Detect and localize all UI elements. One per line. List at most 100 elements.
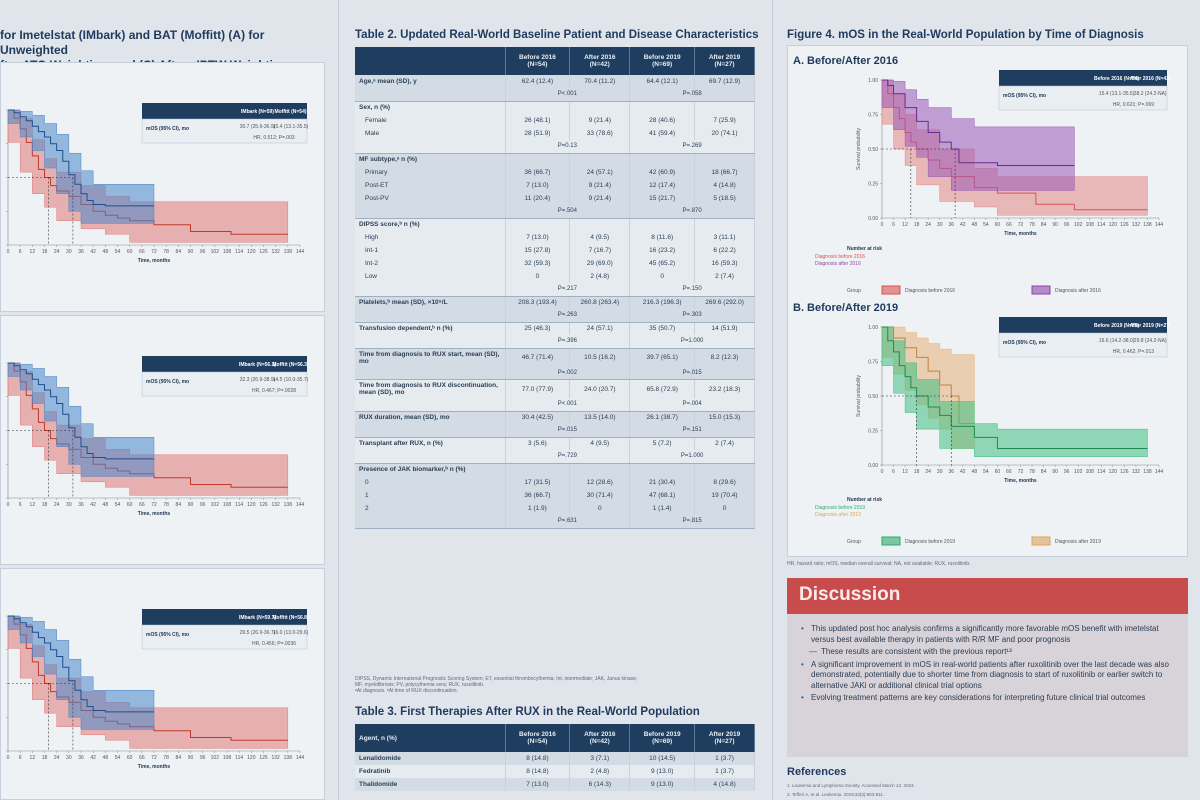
table2-cell: 11 (20.4) xyxy=(505,192,571,205)
inset-header-1: IMbark (N=56.3) xyxy=(239,362,276,368)
table2-pvalue-2016: P=.263 xyxy=(505,309,631,323)
survival-curve xyxy=(882,79,1075,167)
x-tick-label: 0 xyxy=(881,222,884,228)
table2-header-col2: After 2016 (N=42) xyxy=(569,47,631,75)
table2-cell: 4 (9.5) xyxy=(569,437,631,450)
x-tick-label: 96 xyxy=(200,502,206,508)
x-tick-label: 36 xyxy=(78,502,84,508)
table2-row-label: High xyxy=(355,231,506,244)
table2-cell xyxy=(569,463,631,476)
x-tick-label: 120 xyxy=(247,502,256,508)
x-tick-label: 42 xyxy=(90,502,96,508)
table2-row: Post-ET 7 (13.0) 9 (21.4) 12 (17.4) 4 (14.8) xyxy=(355,179,755,192)
table3-header-agent: Agent, n (%) xyxy=(355,724,506,752)
inset-body-bg xyxy=(998,85,1168,111)
x-tick-label: 66 xyxy=(139,502,145,508)
x-tick-label: 90 xyxy=(188,755,194,761)
table2-cell: 0 xyxy=(629,270,696,283)
table2-header-col3: Before 2019 (N=69) xyxy=(629,47,696,75)
x-tick-label: 108 xyxy=(223,502,232,508)
table2-pvalue-row: P<.001 P=.058 xyxy=(355,88,755,102)
x-tick-label: 72 xyxy=(151,249,157,255)
x-tick-label: 66 xyxy=(139,755,145,761)
x-tick-label: 24 xyxy=(54,755,60,761)
table3-cell: 1 (3.7) xyxy=(694,752,755,765)
inset-value-1: 16.6 (14.2-38.0) xyxy=(1099,338,1135,344)
reference-2: 2. Tefferi A, et al. Leukemia. 2019;33(3… xyxy=(787,792,885,797)
table2-cell: 62.4 (12.4) xyxy=(505,75,571,88)
table2-cell: 17 (31.5) xyxy=(505,476,571,489)
x-tick-label: 12 xyxy=(902,469,908,475)
number-at-risk-title: Number at risk xyxy=(847,497,882,503)
table2-cell: 7 (13.0) xyxy=(505,179,571,192)
discussion-bullet-2: A significant improvement in mOS in real… xyxy=(799,660,1176,692)
references-title: References xyxy=(787,766,847,778)
left-column: for Imetelstat (IMbark) and BAT (Moffitt… xyxy=(0,0,330,800)
table2-row: Time from diagnosis to RUX start, mean (… xyxy=(355,348,755,367)
y-tick-label: 0.00 xyxy=(868,463,878,469)
table2-cell: 8 (11.6) xyxy=(629,231,696,244)
y-axis-label: Survival probability xyxy=(856,375,862,417)
table2-pvalue-2019: P=.151 xyxy=(629,424,755,438)
x-tick-label: 6 xyxy=(19,249,22,255)
x-tick-label: 132 xyxy=(271,249,280,255)
x-axis-label: Time, months xyxy=(138,258,171,264)
table2-cell: 39.7 (65.1) xyxy=(629,348,696,367)
x-tick-label: 126 xyxy=(259,502,268,508)
x-tick-label: 102 xyxy=(211,502,220,508)
table2-row: Male 28 (51.9) 33 (78.6) 41 (59.4) 20 (74.1) xyxy=(355,127,755,140)
x-tick-label: 54 xyxy=(983,222,989,228)
x-tick-label: 114 xyxy=(1097,222,1105,228)
x-tick-label: 72 xyxy=(151,755,157,761)
x-tick-label: 138 xyxy=(1143,222,1152,228)
figure4-footnote: HR, hazard ratio; mOS, median overall su… xyxy=(787,561,971,567)
table2-cell: 19 (70.4) xyxy=(694,489,755,502)
table2-row-label: Low xyxy=(355,270,506,283)
table2-row: Platelets,ᵇ mean (SD), ×10⁹/L 208.3 (193.… xyxy=(355,296,755,309)
x-tick-label: 24 xyxy=(925,222,931,228)
x-tick-label: 48 xyxy=(972,222,978,228)
inset-value-2: 14.5 (10.0-35.7) xyxy=(273,377,309,383)
x-tick-label: 48 xyxy=(972,469,978,475)
table2-cell: 5 (18.5) xyxy=(694,192,755,205)
table2: Before 2016 (N=54) After 2016 (N=42) Bef… xyxy=(355,47,755,529)
table2-cell: 36 (66.7) xyxy=(505,489,571,502)
table2-pvalue-2016: P<.001 xyxy=(505,398,631,412)
table2-row-label: Primary xyxy=(355,166,506,179)
table3-row-label: Fedratinib xyxy=(355,765,506,778)
table2-cell xyxy=(694,218,755,231)
table2-cell xyxy=(355,309,506,323)
table2-row: Transplant after RUX, n (%) 3 (5.6) 4 (9.5… xyxy=(355,437,755,450)
x-tick-label: 60 xyxy=(995,469,1001,475)
x-tick-label: 12 xyxy=(902,222,908,228)
ci-band xyxy=(881,79,1075,191)
table2-pvalue-row: P=.263 P=.303 xyxy=(355,309,755,323)
legend-label-2: Diagnosis after 2016 xyxy=(1055,288,1101,294)
x-tick-label: 36 xyxy=(948,222,954,228)
x-tick-label: 108 xyxy=(1086,222,1095,228)
table2-cell: 69.7 (12.9) xyxy=(694,75,755,88)
x-tick-label: 126 xyxy=(1120,222,1129,228)
table3-cell: 9 (13.0) xyxy=(629,765,696,778)
table2-cell: 1 (1.4) xyxy=(629,502,696,515)
table2-cell xyxy=(355,140,506,154)
inset-value-1: 30.7 (25.9-36.9) xyxy=(240,124,276,130)
table2-row: Int-2 32 (59.3) 29 (69.0) 45 (65.2) 16 (59.3… xyxy=(355,257,755,270)
x-tick-label: 12 xyxy=(30,502,36,508)
inset-hr: HR, 0.462; P=.013 xyxy=(1113,349,1154,355)
table3-cell: 6 (14.3) xyxy=(569,778,631,791)
x-tick-label: 24 xyxy=(54,502,60,508)
x-tick-label: 120 xyxy=(247,249,256,255)
table3-header-col1: Before 2016 (N=54) xyxy=(505,724,571,752)
column-divider-1 xyxy=(338,0,339,800)
x-tick-label: 0 xyxy=(7,249,10,255)
km-panel-c xyxy=(0,568,325,800)
x-tick-label: 18 xyxy=(914,469,920,475)
table2-cell: 24 (57.1) xyxy=(569,166,631,179)
table2-row-label: Age,ᵃ mean (SD), y xyxy=(355,75,506,88)
x-tick-label: 18 xyxy=(42,502,48,508)
table2-header-col1: Before 2016 (N=54) xyxy=(505,47,571,75)
x-tick-label: 66 xyxy=(139,249,145,255)
x-tick-label: 24 xyxy=(54,249,60,255)
table2-row: 1 36 (66.7) 30 (71.4) 47 (68.1) 19 (70.4) xyxy=(355,489,755,502)
